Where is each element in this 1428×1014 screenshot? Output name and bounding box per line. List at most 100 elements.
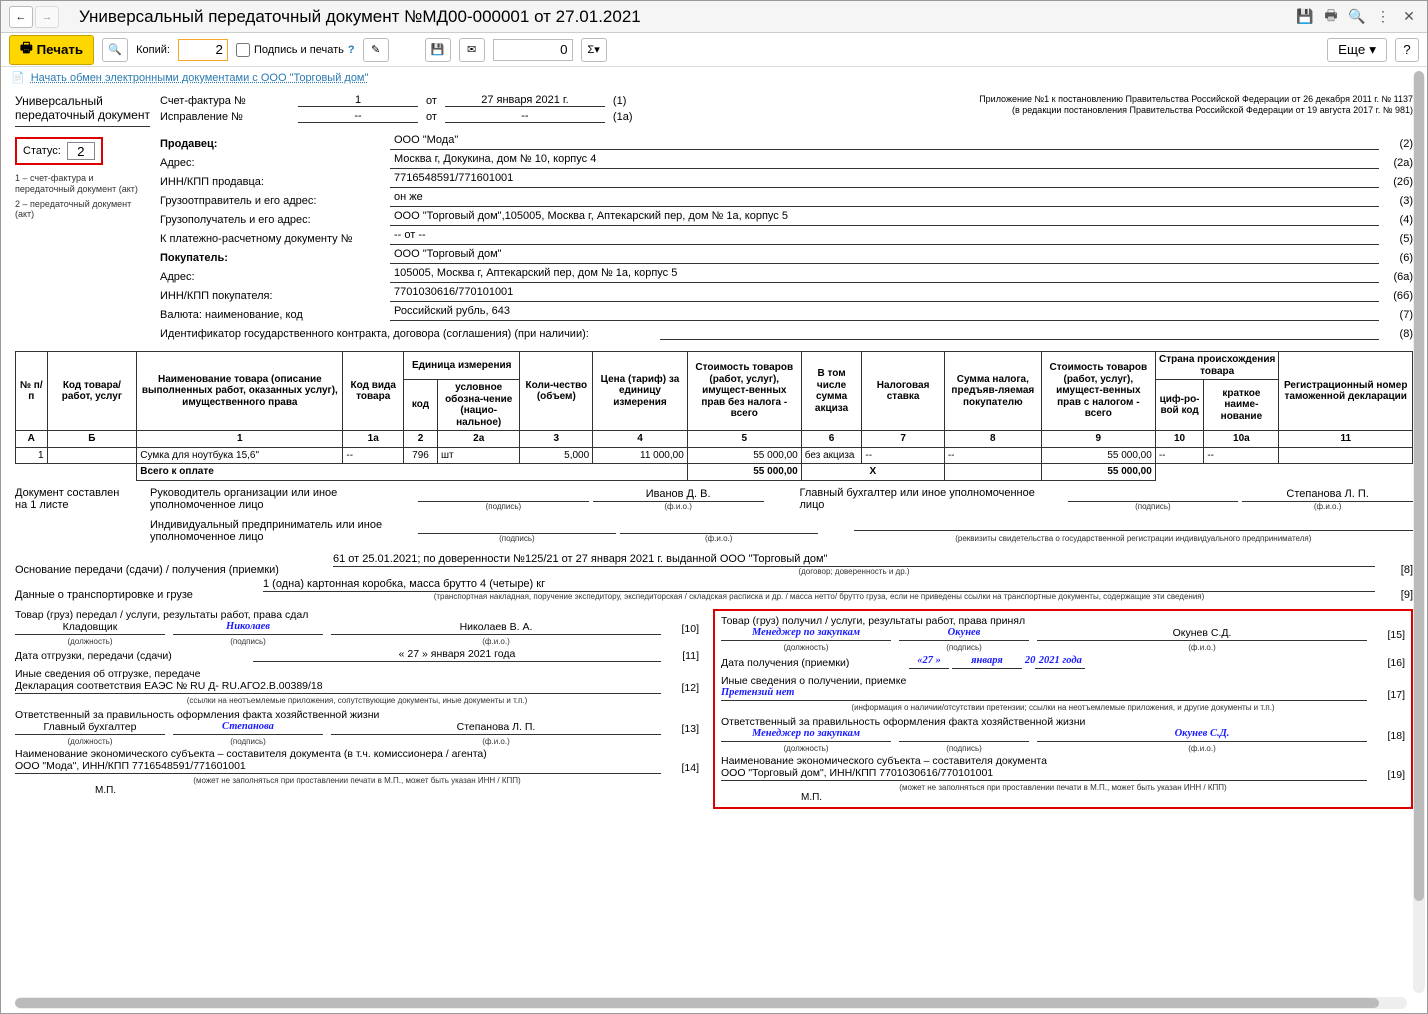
copies-label: Копий: — [136, 44, 170, 56]
field-label: Идентификатор государственного контракта… — [160, 328, 660, 340]
close-icon[interactable]: ✕ — [1399, 7, 1419, 27]
doc-made: Документ составлен на 1 листе — [15, 487, 130, 545]
sigma-icon[interactable]: Σ▾ — [581, 38, 607, 62]
field-label: Адрес: — [160, 271, 390, 283]
field-num: (3) — [1379, 195, 1413, 207]
field-label: К платежно-расчетному документу № — [160, 233, 390, 245]
back-button[interactable]: ← — [9, 6, 33, 28]
field-num: (6) — [1379, 252, 1413, 264]
trans-data-label: Данные о транспортировке и грузе — [15, 589, 255, 601]
field-label: Адрес: — [160, 157, 390, 169]
status-box: Статус: — [15, 137, 103, 165]
corr-date: -- — [445, 110, 605, 123]
th-uname: условное обозна-чение (нацио-нальное) — [437, 380, 519, 431]
field-label: Грузоотправитель и его адрес: — [160, 195, 390, 207]
sig1-fio: Иванов Д. В. — [593, 488, 764, 502]
titlebar: ← → Универсальный передаточный документ … — [1, 1, 1427, 33]
field-num: (6а) — [1379, 271, 1413, 283]
field-value: ООО "Торговый дом",105005, Москва г, Апт… — [390, 210, 1379, 226]
doc-icon: 📄 — [11, 71, 25, 84]
field-label: Грузополучатель и его адрес: — [160, 214, 390, 226]
menu-icon[interactable]: ⋮ — [1373, 7, 1393, 27]
field-label: Покупатель: — [160, 252, 390, 264]
th-cost-nt: Стоимость товаров (работ, услуг), имущес… — [687, 352, 801, 431]
field-value: -- от -- — [390, 229, 1379, 245]
edit-icon[interactable]: ✎ — [363, 38, 389, 62]
preview-icon[interactable]: 🔍 — [1347, 7, 1367, 27]
sig-role2: Главный бухгалтер или иное уполномоченно… — [800, 487, 1060, 511]
field-num: (2а) — [1379, 157, 1413, 169]
disk-save-icon[interactable]: 💾 — [425, 38, 451, 62]
edi-link[interactable]: Начать обмен электронными документами с … — [31, 72, 369, 84]
status-label: Статус: — [23, 145, 61, 157]
status-input[interactable] — [67, 142, 95, 160]
help-button[interactable]: ? — [1395, 38, 1419, 62]
sign-print-checkbox[interactable] — [236, 43, 250, 57]
window-title: Универсальный передаточный документ №МД0… — [79, 7, 1295, 27]
field-value: ООО "Мода" — [390, 134, 1379, 150]
sf-label: Счет-фактура № — [160, 95, 290, 107]
corr-label: Исправление № — [160, 111, 290, 123]
receiver-block: Товар (груз) получил / услуги, результат… — [713, 609, 1413, 809]
th-decl: Регистрационный номер таможенной деклара… — [1279, 352, 1413, 431]
attach-line2: (в редакции постановления Правительства … — [943, 105, 1413, 116]
status-note-1: 1 – счет-фактура и передаточный документ… — [15, 173, 150, 195]
corr-idx: (1а) — [613, 111, 633, 123]
sender-block: Товар (груз) передал / услуги, результат… — [15, 609, 699, 809]
th-ucode: код — [404, 380, 438, 431]
toolbar: 🖶 Печать 🔍 Копий: Подпись и печать ? ✎ 💾… — [1, 33, 1427, 67]
mail-icon[interactable]: ✉ — [459, 38, 485, 62]
field-num: (2б) — [1379, 176, 1413, 188]
sig1-sign — [418, 488, 589, 502]
sf-num: 1 — [298, 94, 418, 107]
th-pp: № п/п — [16, 352, 48, 431]
more-button[interactable]: Еще ▾ — [1327, 38, 1387, 62]
field-num: (4) — [1379, 214, 1413, 226]
sig2-fio: Степанова Л. П. — [1242, 488, 1413, 502]
sf-date: 27 января 2021 г. — [445, 94, 605, 107]
sig-role1: Руководитель организации или иное уполно… — [150, 487, 410, 511]
th-type: Код вида товара — [343, 352, 404, 431]
field-value — [660, 324, 1379, 340]
sf-from: от — [426, 95, 437, 107]
field-value: 7716548591/771601001 — [390, 172, 1379, 188]
sign-print-label: Подпись и печать — [254, 44, 344, 56]
save-icon[interactable]: 💾 — [1295, 7, 1315, 27]
field-value: он же — [390, 191, 1379, 207]
print-label: Печать — [37, 42, 84, 57]
table-row: 1Сумка для ноутбука 15,6"-- 796шт5,00011… — [16, 447, 1413, 464]
th-name: Наименование товара (описание выполненны… — [137, 352, 343, 431]
scrollbar-horizontal[interactable] — [15, 997, 1407, 1009]
sig2-sign — [1068, 488, 1239, 502]
trans-data-val: 1 (одна) картонная коробка, масса брутто… — [263, 578, 1375, 592]
attach-line1: Приложение №1 к постановлению Правительс… — [943, 94, 1413, 105]
field-num: (8) — [1379, 328, 1413, 340]
th-code: Код товара/ работ, услуг — [47, 352, 137, 431]
th-excise: В том числе сумма акциза — [801, 352, 862, 431]
th-cname: краткое наиме-нование — [1204, 380, 1279, 431]
help-icon[interactable]: ? — [348, 44, 355, 56]
field-value: ООО "Торговый дом" — [390, 248, 1379, 264]
number-input[interactable] — [493, 39, 573, 61]
th-tax: Сумма налога, предъяв-ляемая покупателю — [944, 352, 1041, 431]
print-button[interactable]: 🖶 Печать — [9, 35, 94, 65]
field-label: ИНН/КПП продавца: — [160, 176, 390, 188]
field-label: Продавец: — [160, 138, 390, 150]
th-country: Страна происхождения товара — [1155, 352, 1279, 380]
scrollbar-vertical[interactable] — [1413, 71, 1425, 993]
copies-input[interactable] — [178, 39, 228, 61]
field-value: 7701030616/770101001 — [390, 286, 1379, 302]
th-rate: Налоговая ставка — [862, 352, 944, 431]
th-price: Цена (тариф) за единицу измерения — [593, 352, 688, 431]
trans-base-val: 61 от 25.01.2021; по доверенности №125/2… — [333, 553, 1375, 567]
corr-from: от — [426, 111, 437, 123]
field-value: Москва г, Докукина, дом № 10, корпус 4 — [390, 153, 1379, 169]
zoom-button[interactable]: 🔍 — [102, 38, 128, 62]
status-note-2: 2 – передаточный документ (акт) — [15, 199, 150, 221]
field-num: (2) — [1379, 138, 1413, 150]
items-table: № п/п Код товара/ работ, услуг Наименова… — [15, 351, 1413, 481]
field-num: (6б) — [1379, 290, 1413, 302]
print-icon[interactable]: 🖶 — [1321, 7, 1341, 27]
total-row: Всего к оплате 55 000,00Х 55 000,00 — [16, 464, 1413, 481]
forward-button[interactable]: → — [35, 6, 59, 28]
